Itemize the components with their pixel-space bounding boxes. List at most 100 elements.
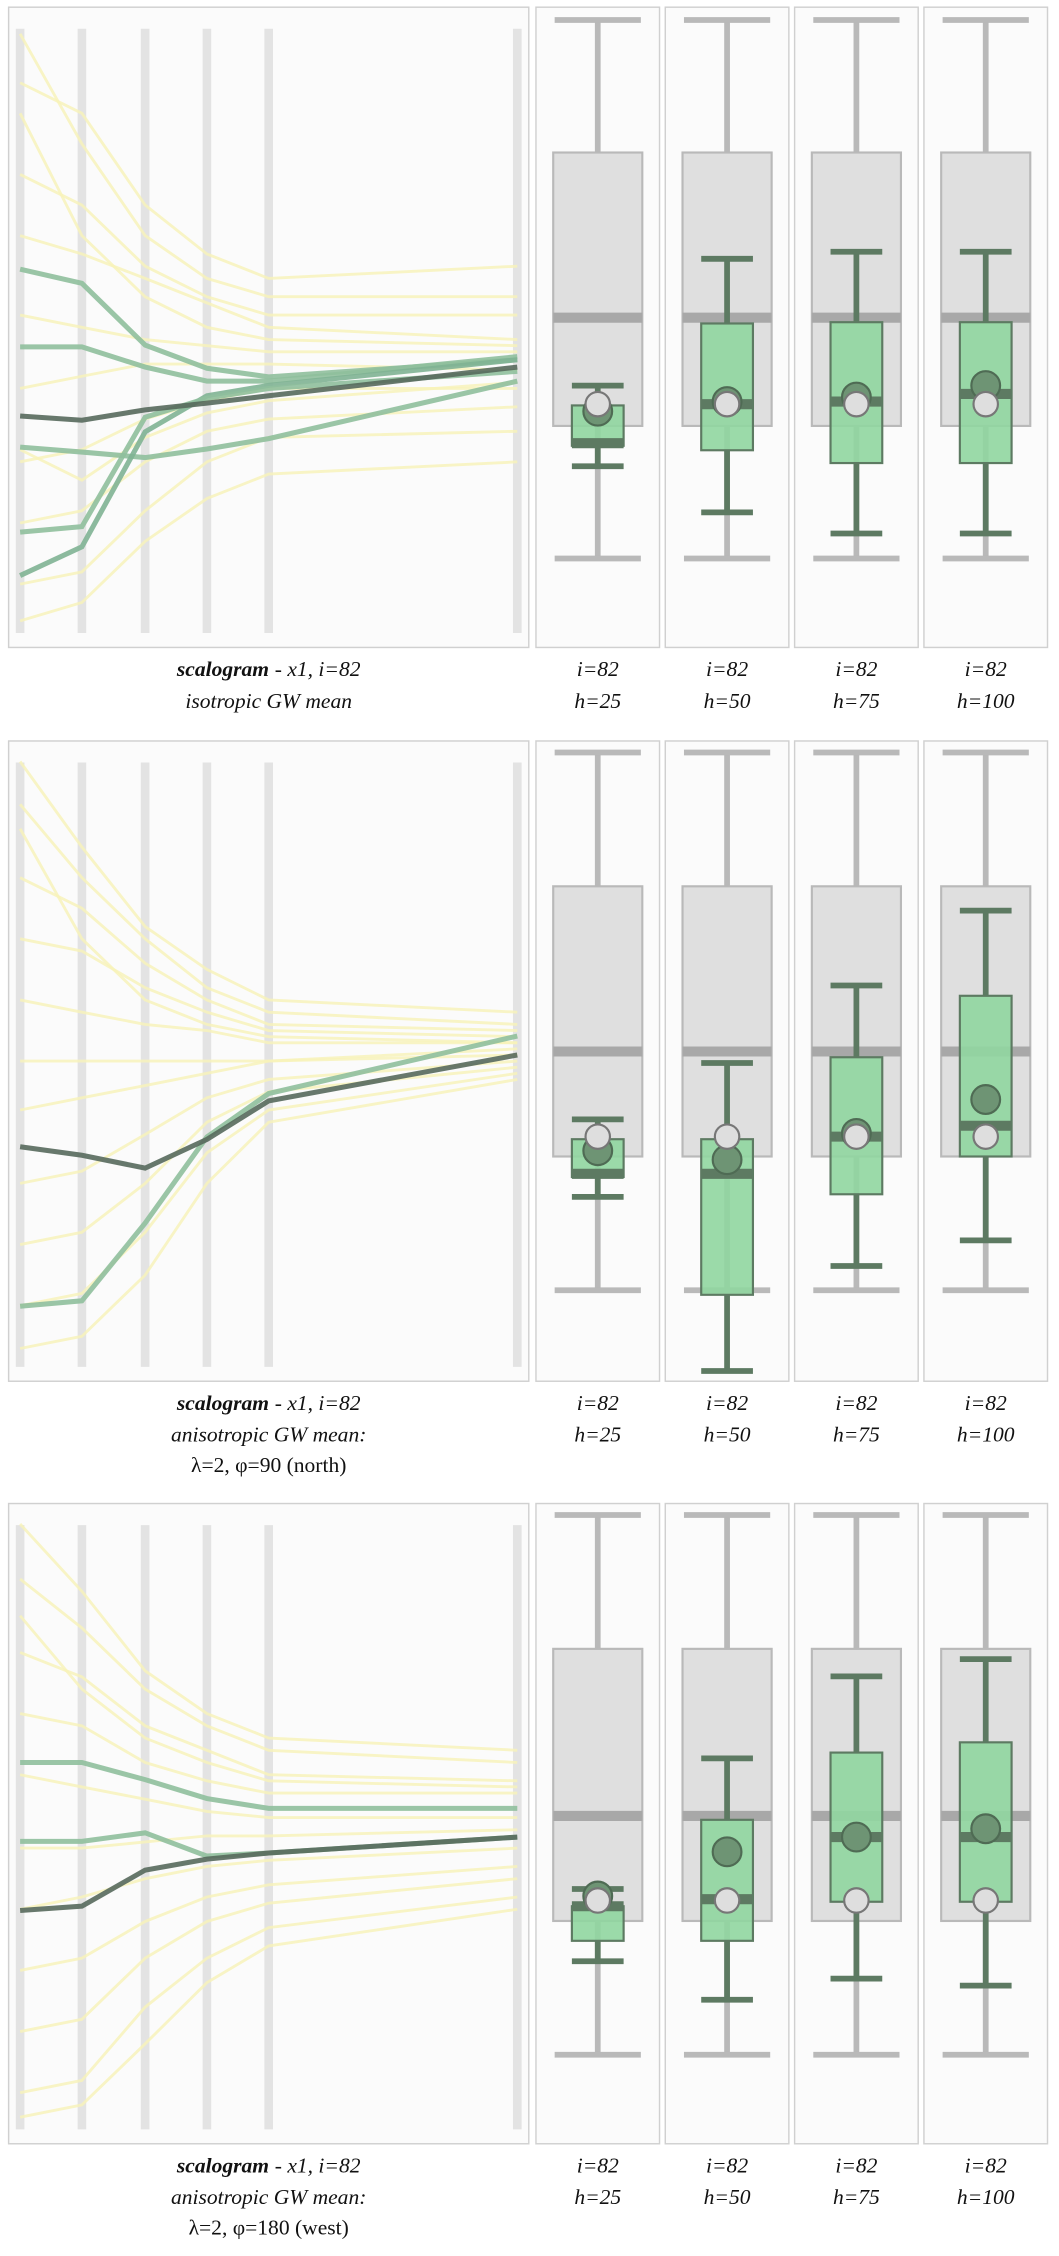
box-label: h=100 <box>957 689 1015 713</box>
mean-point <box>711 1836 743 1868</box>
background-line <box>19 362 518 390</box>
background-line <box>18 828 518 1045</box>
box-label: i=82 <box>706 657 748 681</box>
scalogram-title: scalogram - x1, i=82 <box>176 1391 361 1415</box>
series-line <box>19 364 518 423</box>
observed-point <box>843 1887 870 1914</box>
background-line <box>19 803 518 1026</box>
scalogram-description: anisotropic GW mean: <box>171 2185 366 2209</box>
observed-point <box>972 390 1000 418</box>
box-label: h=75 <box>833 1423 880 1447</box>
background-line <box>19 1078 518 1350</box>
background-line <box>19 998 518 1045</box>
background-line <box>19 1846 518 1911</box>
box-label: i=82 <box>835 1391 877 1415</box>
box-label: h=100 <box>957 2185 1015 2209</box>
background-line <box>18 33 518 299</box>
series-line <box>19 1033 518 1309</box>
background-line <box>19 876 518 1032</box>
background-line <box>19 1053 518 1112</box>
scalogram-title: scalogram - x1, i=82 <box>176 2154 361 2178</box>
background-line <box>19 429 518 586</box>
box-label: h=75 <box>833 689 880 713</box>
box-label: h=50 <box>704 2185 751 2209</box>
series-line <box>19 1052 518 1171</box>
background-line <box>19 1895 518 2095</box>
scalogram-title: scalogram - x1, i=82 <box>176 657 361 681</box>
background-line <box>19 1523 518 1752</box>
background-line <box>19 1651 518 1783</box>
box-label: h=100 <box>957 1423 1015 1447</box>
box-label: i=82 <box>965 2154 1007 2178</box>
scalogram-parameters: λ=2, φ=90 (north) <box>191 1453 346 1477</box>
background-line <box>19 1059 518 1185</box>
observed-point <box>713 1887 741 1914</box>
background-line <box>19 81 518 280</box>
observed-point <box>843 1123 870 1150</box>
method-name: scalogram <box>176 1391 269 1415</box>
background-line <box>19 460 518 623</box>
series-line <box>19 378 518 461</box>
box-label: h=25 <box>574 1423 621 1447</box>
series-line <box>19 357 518 578</box>
box-label: h=75 <box>833 2185 880 2209</box>
series-line <box>20 344 518 384</box>
background-line <box>19 1865 518 1972</box>
background-line <box>19 1773 518 1819</box>
observed-point <box>972 1123 1000 1150</box>
box-label: h=50 <box>704 1423 751 1447</box>
background-line <box>19 405 518 525</box>
box-label: h=25 <box>574 689 621 713</box>
method-name: scalogram <box>176 657 269 681</box>
background-line <box>19 1712 518 1795</box>
box-label: i=82 <box>577 657 619 681</box>
background-line <box>19 1577 518 1764</box>
background-line <box>19 313 518 354</box>
box-label: i=82 <box>577 2154 619 2178</box>
background-line <box>19 1614 518 1789</box>
series-line <box>20 1759 518 1811</box>
background-line <box>19 937 518 1039</box>
observed-point <box>584 390 612 418</box>
variable: - x1, i=82 <box>275 1391 361 1415</box>
box-label: h=25 <box>574 2185 621 2209</box>
background-line <box>19 173 518 317</box>
scalogram-parameters: λ=2, φ=180 (west) <box>189 2215 349 2239</box>
observed-point <box>584 1123 612 1150</box>
variable: - x1, i=82 <box>275 657 361 681</box>
background-line <box>19 380 518 482</box>
box-label: i=82 <box>577 1391 619 1415</box>
background-line <box>19 1907 518 2119</box>
background-line <box>19 234 518 341</box>
mean-point <box>970 1813 1002 1845</box>
background-line <box>19 1877 518 2033</box>
observed-point <box>972 1887 1000 1914</box>
scalogram-description: isotropic GW mean <box>185 689 352 713</box>
observed-point <box>713 1123 741 1150</box>
box-label: i=82 <box>706 2154 748 2178</box>
background-line <box>18 760 518 1014</box>
mean-point <box>840 1821 872 1853</box>
series-line <box>19 1834 518 1913</box>
box-label: i=82 <box>835 657 877 681</box>
box-label: i=82 <box>706 1391 748 1415</box>
box <box>552 1647 644 1923</box>
observed-point <box>843 390 870 418</box>
variable: - x1, i=82 <box>275 2154 361 2178</box>
box <box>552 885 644 1158</box>
box-label: i=82 <box>835 2154 877 2178</box>
box-label: i=82 <box>965 1391 1007 1415</box>
observed-point <box>713 390 741 418</box>
box-label: i=82 <box>965 657 1007 681</box>
scalogram-description: anisotropic GW mean: <box>171 1423 366 1447</box>
background-line <box>18 112 518 348</box>
mean-point <box>970 1084 1002 1115</box>
background-line <box>19 1071 518 1308</box>
background-line <box>20 1828 518 1850</box>
series-line <box>19 266 518 380</box>
box-label: h=50 <box>704 689 751 713</box>
method-name: scalogram <box>176 2154 269 2178</box>
observed-point <box>584 1887 612 1914</box>
